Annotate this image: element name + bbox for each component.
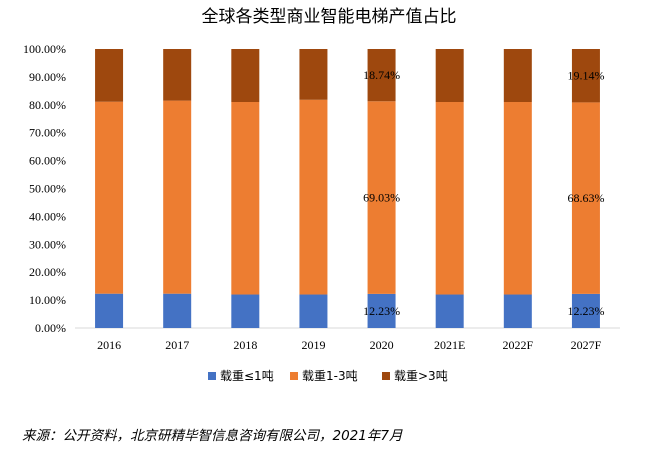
chart-title: 全球各类型商业智能电梯产值占比 bbox=[202, 7, 457, 27]
bar-segment bbox=[231, 294, 260, 328]
bar-segment bbox=[231, 102, 260, 295]
bar-segment bbox=[571, 49, 600, 103]
y-tick-label: 40.00% bbox=[29, 209, 66, 223]
bar-segment bbox=[503, 294, 532, 328]
legend-label: 载重≤1吨 bbox=[220, 369, 274, 383]
y-tick-label: 10.00% bbox=[29, 293, 66, 307]
bar-segment bbox=[299, 294, 328, 328]
x-tick-label: 2019 bbox=[301, 338, 325, 352]
bar-segment bbox=[163, 293, 192, 328]
bar-segment bbox=[435, 49, 464, 103]
legend-label: 载重1-3吨 bbox=[302, 369, 358, 383]
bar-segment bbox=[299, 49, 328, 100]
x-tick-label: 2022F bbox=[502, 338, 533, 352]
bar-segment bbox=[571, 293, 600, 328]
bar-segment bbox=[163, 100, 192, 294]
data-label: 12.23% bbox=[567, 304, 604, 318]
bar-segment bbox=[163, 49, 192, 101]
x-tick-label: 2018 bbox=[233, 338, 257, 352]
data-label: 18.74% bbox=[363, 68, 400, 82]
y-tick-label: 80.00% bbox=[29, 98, 66, 112]
y-tick-label: 50.00% bbox=[29, 182, 66, 196]
x-tick-label: 2016 bbox=[97, 338, 121, 352]
bar-segment bbox=[95, 293, 124, 328]
data-label: 19.14% bbox=[567, 69, 604, 83]
y-tick-label: 30.00% bbox=[29, 237, 66, 251]
bar-segment bbox=[571, 102, 600, 294]
legend-swatch bbox=[208, 372, 216, 380]
data-label: 12.23% bbox=[363, 304, 400, 318]
source-note: 来源：公开资料，北京研精毕智信息咨询有限公司，2021年7月 bbox=[22, 428, 403, 444]
legend-swatch bbox=[290, 372, 298, 380]
y-tick-label: 20.00% bbox=[29, 265, 66, 279]
y-tick-label: 0.00% bbox=[35, 321, 66, 335]
bar-segment bbox=[367, 101, 396, 294]
bar-segment bbox=[503, 102, 532, 295]
legend-swatch bbox=[382, 372, 390, 380]
data-label: 69.03% bbox=[363, 191, 400, 205]
bar-segment bbox=[435, 294, 464, 328]
y-tick-label: 60.00% bbox=[29, 154, 66, 168]
x-tick-label: 2021E bbox=[434, 338, 465, 352]
bar-segment bbox=[435, 102, 464, 295]
x-tick-label: 2020 bbox=[370, 338, 394, 352]
bar-segment bbox=[367, 49, 396, 102]
x-tick-label: 2017 bbox=[165, 338, 189, 352]
bar-segment bbox=[231, 49, 260, 103]
y-tick-label: 90.00% bbox=[29, 70, 66, 84]
x-tick-label: 2027F bbox=[571, 338, 602, 352]
bar-segment bbox=[367, 293, 396, 328]
data-label: 68.63% bbox=[567, 191, 604, 205]
y-tick-label: 100.00% bbox=[23, 42, 66, 56]
bar-segment bbox=[95, 49, 124, 102]
bar-segment bbox=[95, 101, 124, 294]
bar-segment bbox=[299, 99, 328, 295]
bar-segment bbox=[503, 49, 532, 103]
legend-label: 载重>3吨 bbox=[394, 369, 448, 383]
y-tick-label: 70.00% bbox=[29, 126, 66, 140]
